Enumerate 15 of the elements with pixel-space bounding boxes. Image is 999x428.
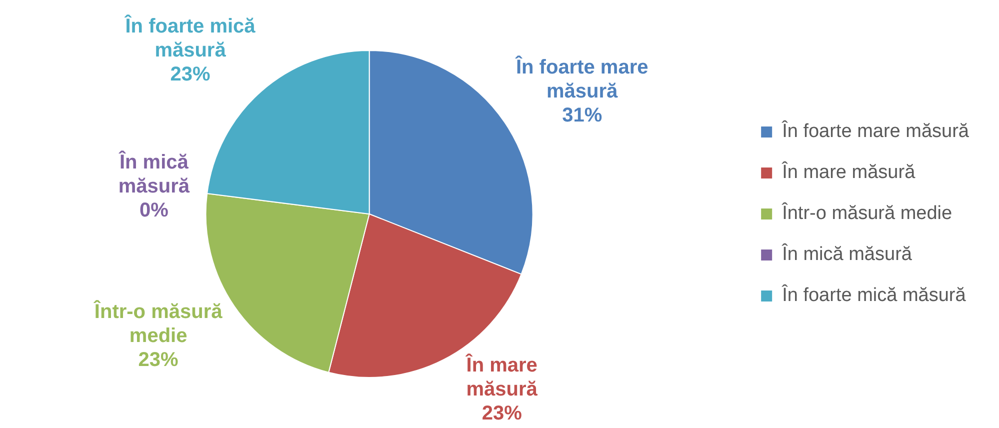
slice-label: Într-o măsură medie xyxy=(93,300,224,347)
slice-label: În foarte mică măsură xyxy=(124,14,256,62)
text: 0% xyxy=(139,199,168,222)
category-label: În mică măsură xyxy=(118,151,190,198)
data-label: 23% xyxy=(170,63,210,86)
slice-label: În foarte mare măsură xyxy=(514,55,648,102)
data-label: 23% xyxy=(482,402,522,425)
legend-label: Într-o măsură medie xyxy=(781,202,952,224)
legend-label: În foarte mare măsură xyxy=(781,120,970,142)
data-label: 31% xyxy=(562,104,602,126)
legend-label: În mică măsură xyxy=(781,243,912,266)
legend-label: În mare măsură xyxy=(781,161,916,184)
slice-label: În mare măsură xyxy=(465,354,538,401)
data-label: 23% xyxy=(138,348,179,371)
legend-label: În foarte mică măsură xyxy=(781,284,966,306)
